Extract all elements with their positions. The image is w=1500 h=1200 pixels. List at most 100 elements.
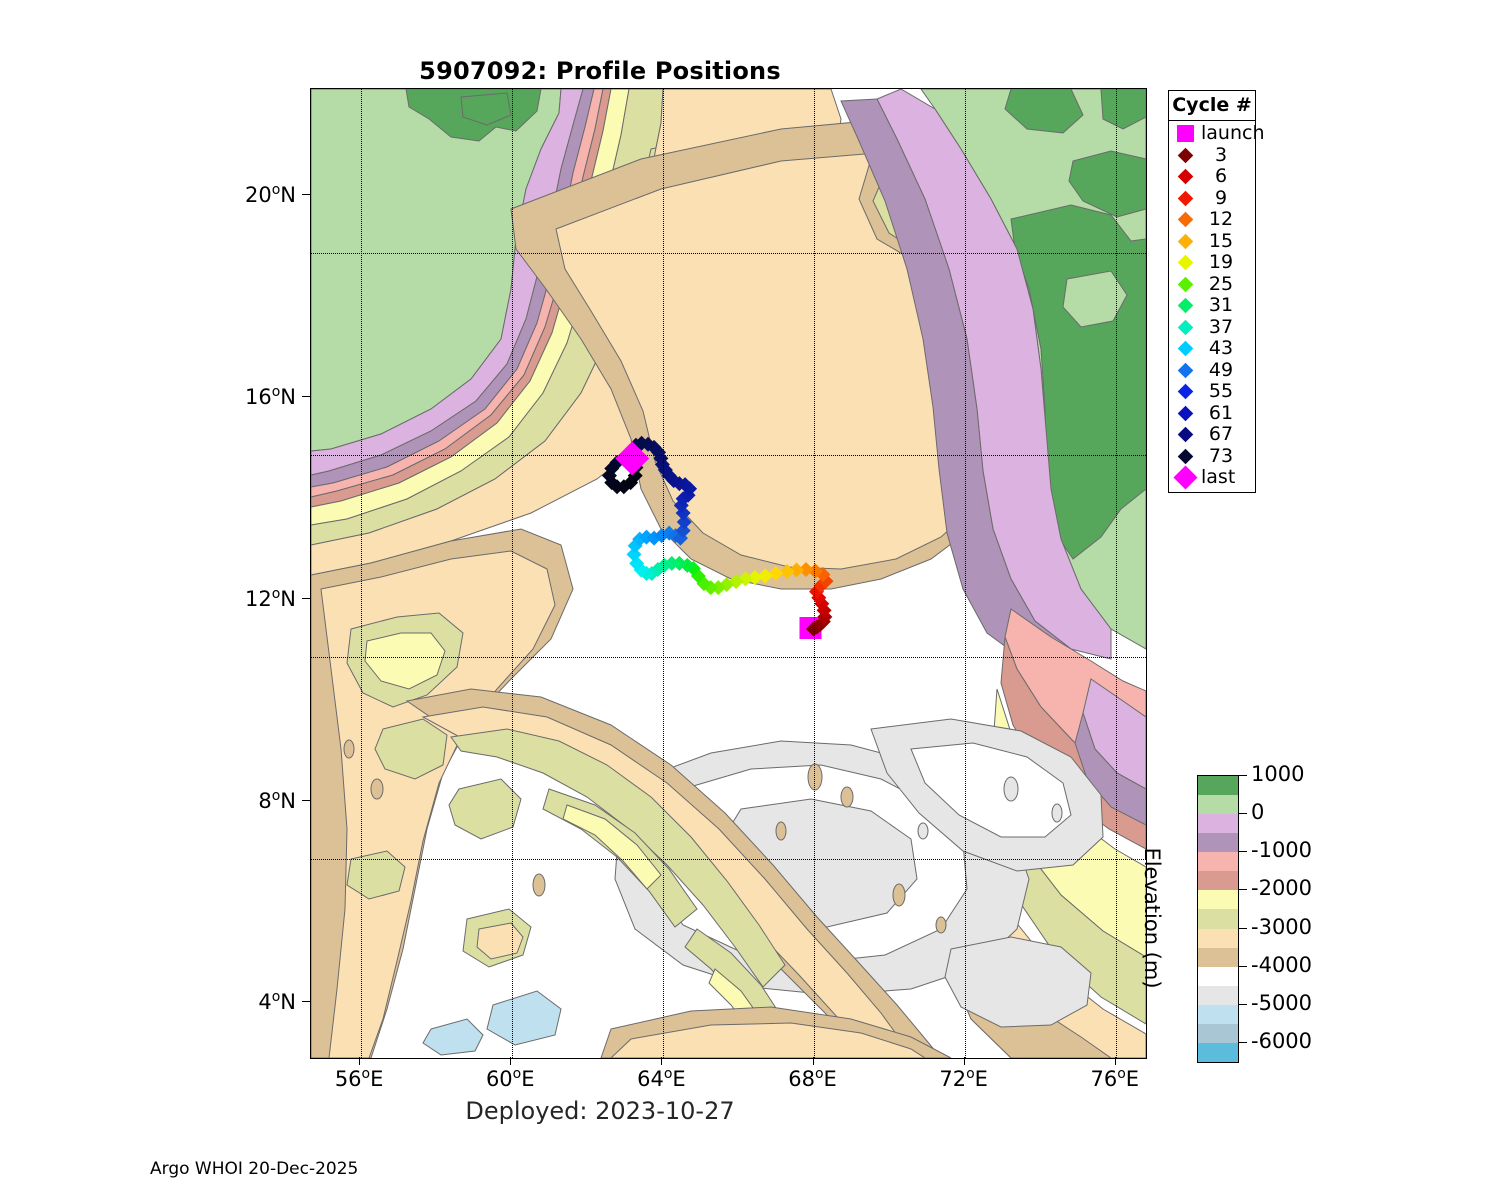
profile-marker[interactable]: [676, 514, 692, 530]
profile-marker[interactable]: [747, 570, 763, 586]
legend-item-label: 12: [1208, 208, 1234, 231]
colorbar-tick: [1238, 927, 1247, 929]
profile-marker[interactable]: [757, 568, 773, 584]
marker-swatch: [1177, 340, 1193, 357]
legend-diamond-icon: [1169, 405, 1201, 422]
legend-item-6[interactable]: 6: [1169, 166, 1255, 188]
legend-item-31[interactable]: 31: [1169, 295, 1255, 317]
float-trajectory: [601, 435, 834, 640]
legend-item-25[interactable]: 25: [1169, 274, 1255, 296]
legend-item-19[interactable]: 19: [1169, 252, 1255, 274]
y-tick: [302, 799, 310, 801]
profile-marker[interactable]: [811, 590, 827, 606]
cycle-legend[interactable]: Cycle # launch 3 6 9 12 15 19 25 31 37 43 49 55 61 67 7…: [1168, 90, 1265, 493]
marker-swatch: [1177, 168, 1193, 185]
legend-item-9[interactable]: 9: [1169, 188, 1255, 210]
x-tick-label: 68oE: [788, 1066, 837, 1091]
x-tick: [661, 1057, 663, 1065]
y-tick-label: 4oN: [258, 989, 296, 1015]
legend-diamond-icon: [1169, 319, 1201, 336]
legend-item-15[interactable]: 15: [1169, 231, 1255, 253]
colorbar-band: [1198, 985, 1238, 1005]
legend-item-49[interactable]: 49: [1169, 360, 1255, 382]
y-tick-label: 8oN: [258, 787, 296, 813]
marker-swatch: [1177, 405, 1193, 422]
profile-marker[interactable]: [703, 580, 719, 596]
profile-marker[interactable]: [768, 566, 784, 581]
profile-marker[interactable]: [629, 555, 645, 571]
credit-text: Argo WHOI 20-Dec-2025: [150, 1159, 359, 1179]
marker-swatch: [1177, 190, 1193, 207]
legend-diamond-icon: [1169, 254, 1201, 271]
elevation-colorbar[interactable]: [1197, 775, 1239, 1063]
legend-diamond-icon: [1169, 147, 1201, 164]
profile-marker[interactable]: [710, 580, 726, 596]
y-tick: [302, 193, 310, 195]
marker-swatch: [1177, 147, 1193, 164]
colorbar-title: Elevation (m): [1140, 847, 1164, 989]
profile-marker[interactable]: [627, 538, 643, 554]
profile-marker[interactable]: [719, 577, 735, 593]
legend-item-launch[interactable]: launch: [1169, 123, 1265, 145]
legend-item-label: 37: [1208, 315, 1234, 338]
x-tick: [510, 1057, 512, 1065]
colorbar-tick: [1238, 775, 1247, 776]
legend-item-3[interactable]: 3: [1169, 145, 1255, 167]
legend-diamond-icon: [1169, 340, 1201, 357]
legend-item-43[interactable]: 43: [1169, 338, 1255, 360]
marker-swatch: [1177, 426, 1193, 443]
x-tick: [1114, 1057, 1116, 1065]
colorbar-tick: [1238, 813, 1247, 815]
legend-item-37[interactable]: 37: [1169, 317, 1255, 339]
profile-marker[interactable]: [728, 574, 744, 590]
legend-item-last[interactable]: last: [1169, 465, 1255, 490]
colorbar-tick: [1238, 1003, 1247, 1005]
profile-marker[interactable]: [779, 563, 795, 579]
profile-marker[interactable]: [789, 562, 805, 578]
legend-item-67[interactable]: 67: [1169, 424, 1255, 446]
y-tick: [302, 1001, 310, 1003]
colorbar-tick: [1238, 851, 1247, 853]
colorbar-tick-label: 1000: [1251, 762, 1305, 786]
legend-item-12[interactable]: 12: [1169, 209, 1255, 231]
x-tick-label: 56oE: [334, 1066, 384, 1091]
profile-marker[interactable]: [623, 475, 639, 491]
profile-marker[interactable]: [798, 561, 814, 577]
marker-swatch: [1177, 319, 1193, 336]
colorbar-band: [1198, 871, 1238, 891]
colorbar-band: [1198, 795, 1238, 815]
marker-swatch: [1177, 362, 1193, 379]
profile-marker[interactable]: [661, 525, 677, 541]
legend-diamond-icon: [1169, 276, 1201, 293]
colorbar-tick-label: 0: [1251, 800, 1265, 825]
profile-marker[interactable]: [814, 596, 830, 612]
legend-item-label: 31: [1208, 294, 1234, 317]
colorbar-tick: [1238, 889, 1247, 891]
marker-swatch: [1172, 465, 1198, 490]
legend-item-label: 6: [1214, 165, 1228, 188]
legend-item-label: 25: [1208, 272, 1234, 295]
colorbar-band: [1198, 909, 1238, 929]
profile-marker[interactable]: [604, 461, 620, 477]
legend-item-61[interactable]: 61: [1169, 403, 1255, 425]
y-tick-label: 20oN: [244, 181, 296, 207]
profile-marker[interactable]: [633, 562, 649, 578]
legend-item-label: 73: [1208, 444, 1234, 467]
profile-marker[interactable]: [671, 555, 687, 571]
profile-marker[interactable]: [807, 563, 823, 579]
last-position-marker[interactable]: [615, 441, 650, 476]
legend-diamond-icon: [1169, 362, 1201, 379]
profile-marker[interactable]: [818, 573, 834, 589]
legend-item-55[interactable]: 55: [1169, 381, 1255, 403]
profile-marker[interactable]: [673, 530, 689, 546]
y-tick: [302, 597, 310, 599]
legend-diamond-icon: [1169, 297, 1201, 314]
legend-diamond-icon: [1169, 211, 1201, 228]
legend-diamond-icon: [1169, 448, 1201, 465]
x-tick: [359, 1057, 361, 1065]
colorbar-tick: [1238, 965, 1247, 967]
colorbar-band: [1198, 776, 1238, 796]
profile-marker[interactable]: [671, 476, 687, 492]
legend-item-73[interactable]: 73: [1169, 446, 1255, 468]
profile-marker[interactable]: [816, 602, 832, 618]
